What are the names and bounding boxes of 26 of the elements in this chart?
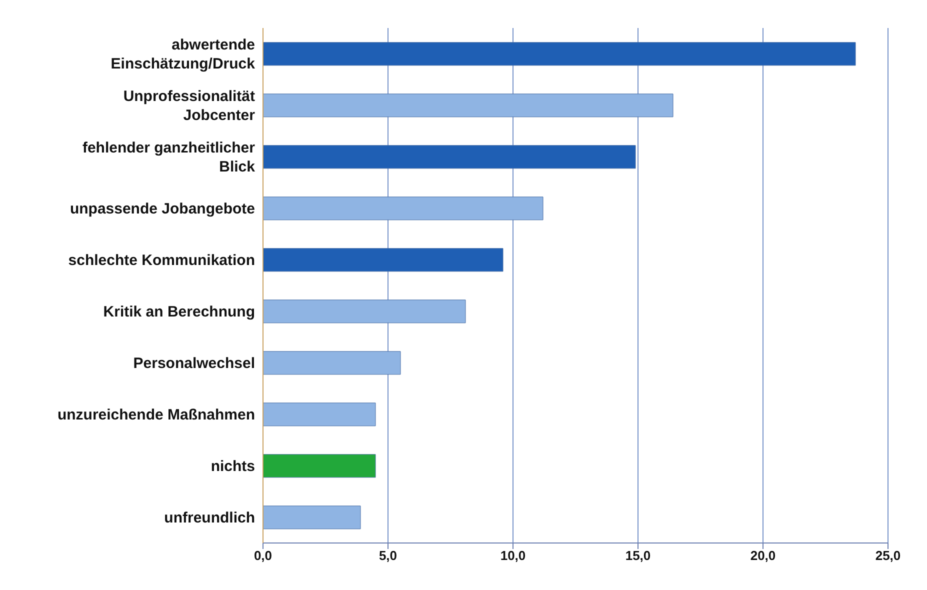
y-tick-label: abwertende Einschätzung/Druck xyxy=(110,36,256,72)
y-tick-label: nichts xyxy=(210,457,255,474)
x-tick-label: 15,0 xyxy=(625,548,651,564)
y-tick-label: unzureichende Maßnahmen xyxy=(57,406,255,423)
y-tick-label: unpassende Jobangebote xyxy=(70,200,255,217)
y-tick-label: schlechte Kommunikation xyxy=(68,251,255,268)
x-tick-label: 25,0 xyxy=(875,548,901,564)
bar xyxy=(263,248,504,272)
bar xyxy=(263,42,856,66)
bar xyxy=(263,145,636,169)
x-tick-label: 20,0 xyxy=(750,548,776,564)
bar xyxy=(263,506,361,530)
x-tick-label: 10,0 xyxy=(500,548,526,564)
bar xyxy=(263,351,401,375)
y-tick-label: Kritik an Berechnung xyxy=(103,302,255,320)
bar xyxy=(263,94,674,118)
x-tick-label: 5,0 xyxy=(378,548,398,564)
bar xyxy=(263,196,544,220)
bar xyxy=(263,300,466,324)
y-tick-label: unfreundlich xyxy=(164,508,255,526)
y-tick-label: fehlender ganzheitlicher Blick xyxy=(82,138,256,175)
y-tick-label: Unprofessionalität Jobcenter xyxy=(123,87,256,124)
bar xyxy=(263,402,376,426)
y-tick-label: Personalwechsel xyxy=(133,354,255,372)
bar xyxy=(263,454,376,478)
x-tick-label: 0,0 xyxy=(254,548,272,564)
